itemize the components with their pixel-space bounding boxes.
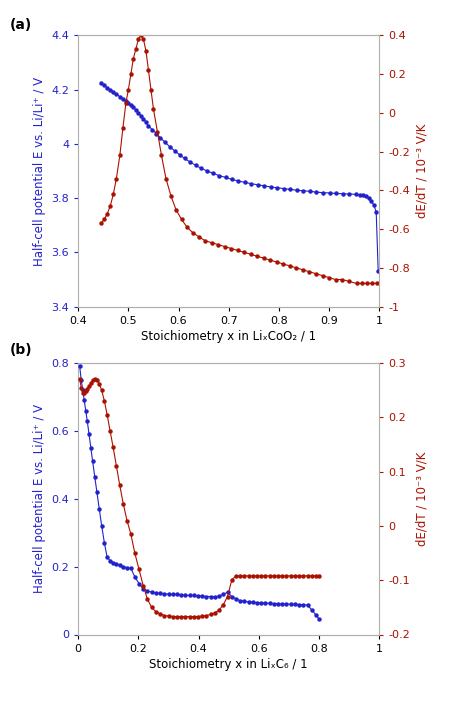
Y-axis label: dE/dT / 10⁻³ V/K: dE/dT / 10⁻³ V/K bbox=[416, 124, 428, 218]
Y-axis label: dE/dT / 10⁻³ V/K: dE/dT / 10⁻³ V/K bbox=[416, 452, 428, 546]
Text: (a): (a) bbox=[9, 18, 32, 32]
Text: (b): (b) bbox=[9, 343, 32, 357]
Y-axis label: Half-cell potential E vs. Li/Li⁺ / V: Half-cell potential E vs. Li/Li⁺ / V bbox=[33, 76, 46, 266]
Y-axis label: Half-cell potential E vs. Li/Li⁺ / V: Half-cell potential E vs. Li/Li⁺ / V bbox=[33, 404, 46, 594]
X-axis label: Stoichiometry x in LiₓC₆ / 1: Stoichiometry x in LiₓC₆ / 1 bbox=[149, 658, 308, 670]
X-axis label: Stoichiometry x in LiₓCoO₂ / 1: Stoichiometry x in LiₓCoO₂ / 1 bbox=[141, 330, 316, 343]
